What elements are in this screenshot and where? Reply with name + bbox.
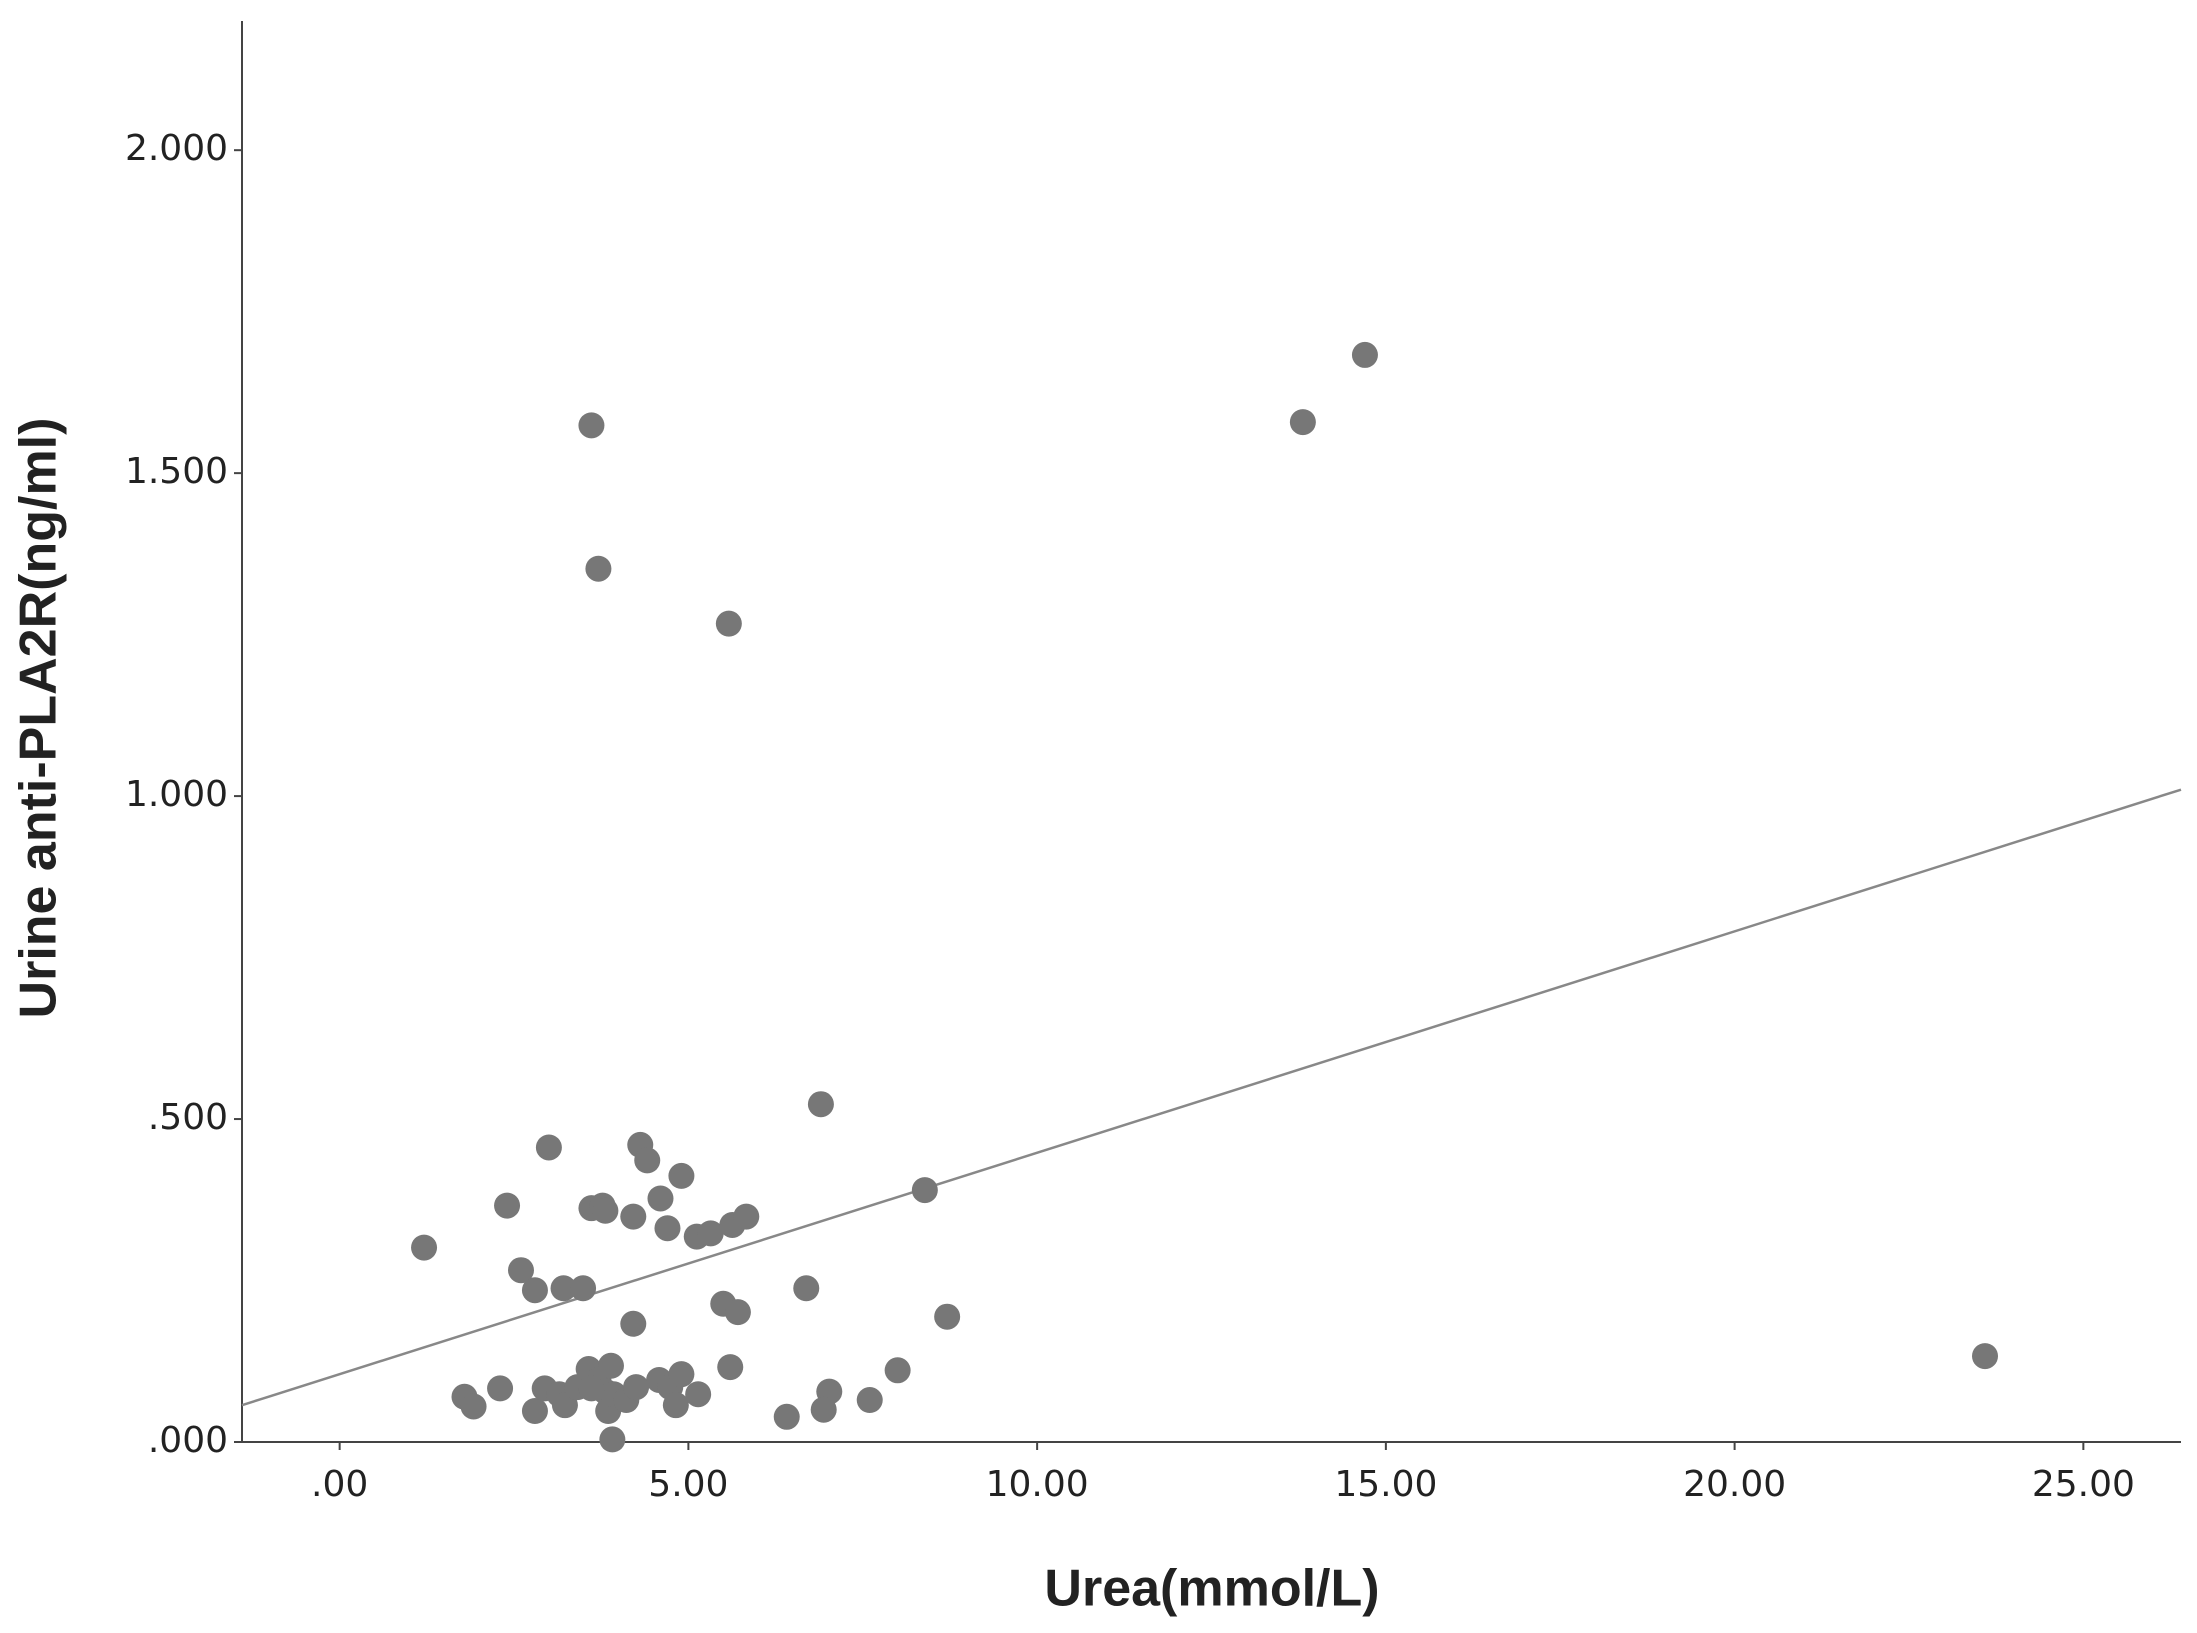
point xyxy=(535,1134,562,1161)
point xyxy=(578,412,605,439)
point xyxy=(733,1203,760,1230)
point xyxy=(685,1381,712,1408)
point xyxy=(411,1234,438,1261)
y-tick-label: 1.500 xyxy=(125,451,228,492)
x-tick-label: 20.00 xyxy=(1683,1464,1786,1505)
point xyxy=(934,1303,961,1330)
point xyxy=(623,1374,650,1401)
point xyxy=(597,1352,624,1379)
point xyxy=(494,1192,521,1219)
point xyxy=(724,1299,751,1326)
y-axis-title: Urine anti-PLA2R(ng/ml) xyxy=(10,418,68,1019)
point xyxy=(592,1197,619,1224)
point xyxy=(550,1275,577,1302)
point xyxy=(460,1393,487,1420)
x-tick-label: 15.00 xyxy=(1334,1464,1437,1505)
point xyxy=(654,1215,681,1242)
point xyxy=(551,1392,578,1419)
fit-line xyxy=(241,788,2182,1407)
point xyxy=(668,1162,695,1189)
point xyxy=(807,1091,834,1118)
point xyxy=(647,1185,674,1212)
x-tick-label: .00 xyxy=(311,1464,368,1505)
y-tick-label: .000 xyxy=(148,1420,228,1461)
point xyxy=(585,555,612,582)
point xyxy=(668,1361,695,1388)
y-tick-label: .500 xyxy=(148,1097,228,1138)
point xyxy=(620,1203,647,1230)
point xyxy=(1351,341,1378,368)
point xyxy=(717,1354,744,1381)
point xyxy=(911,1177,938,1204)
point xyxy=(662,1392,689,1419)
x-tick-label: 25.00 xyxy=(2032,1464,2135,1505)
point xyxy=(634,1147,661,1174)
point xyxy=(715,610,742,637)
point xyxy=(620,1310,647,1337)
x-tick-label: 5.00 xyxy=(648,1464,728,1505)
point xyxy=(599,1426,626,1453)
point xyxy=(1972,1343,1999,1370)
y-tick-label: 2.000 xyxy=(125,128,228,169)
point xyxy=(793,1275,820,1302)
point xyxy=(810,1396,837,1423)
x-tick-label: 10.00 xyxy=(986,1464,1089,1505)
point xyxy=(856,1387,883,1414)
point xyxy=(521,1397,548,1424)
point xyxy=(697,1220,724,1247)
point xyxy=(884,1357,911,1384)
point xyxy=(507,1257,534,1284)
point xyxy=(1289,409,1316,436)
point xyxy=(773,1403,800,1430)
point xyxy=(570,1275,597,1302)
x-axis-title: Urea(mmol/L) xyxy=(1044,1560,1379,1618)
point xyxy=(578,1375,605,1402)
point xyxy=(521,1277,548,1304)
y-tick-label: 1.000 xyxy=(125,774,228,815)
point xyxy=(487,1375,514,1402)
